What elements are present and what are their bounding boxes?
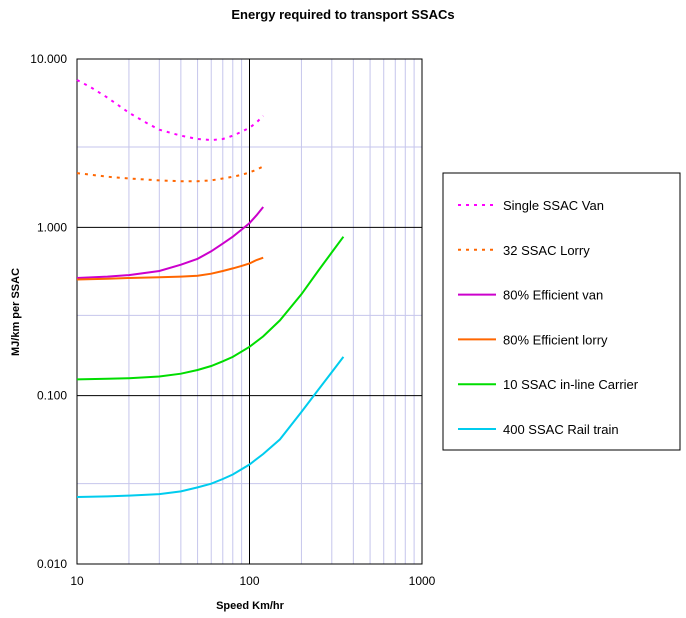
legend-label-6: 400 SSAC Rail train xyxy=(503,422,619,437)
legend-label-2: 32 SSAC Lorry xyxy=(503,243,590,258)
legend-box xyxy=(442,172,681,451)
y-tick-label: 0.010 xyxy=(37,557,67,571)
series-line-1 xyxy=(76,79,264,142)
y-tick-label: 0.100 xyxy=(37,389,67,403)
chart-title: Energy required to transport SSACs xyxy=(231,7,454,22)
series-line-2 xyxy=(76,165,264,183)
legend-label-5: 10 SSAC in-line Carrier xyxy=(503,377,639,392)
series-line-6 xyxy=(76,356,345,498)
x-tick-label: 10 xyxy=(70,574,84,588)
legend-label-1: Single SSAC Van xyxy=(503,198,604,213)
legend-label-4: 80% Efficient lorry xyxy=(503,332,608,347)
y-tick-label: 1.000 xyxy=(37,220,67,234)
y-axis-title: MJ/km per SSAC xyxy=(10,268,22,356)
plot-area: 10 100 1000 0.010 0.100 1.000 10.000 xyxy=(30,52,435,588)
series-line-3 xyxy=(76,206,264,279)
x-tick-label: 1000 xyxy=(409,574,436,588)
plot-border xyxy=(76,58,423,565)
legend-label-3: 80% Efficient van xyxy=(503,288,603,303)
series-line-4 xyxy=(76,256,264,281)
x-axis-title: Speed Km/hr xyxy=(216,600,285,612)
x-tick-label: 100 xyxy=(239,574,259,588)
legend: Single SSAC Van 32 SSAC Lorry 80% Efficien… xyxy=(442,172,681,451)
y-tick-label: 10.000 xyxy=(30,52,67,66)
series-line-5 xyxy=(76,236,345,381)
